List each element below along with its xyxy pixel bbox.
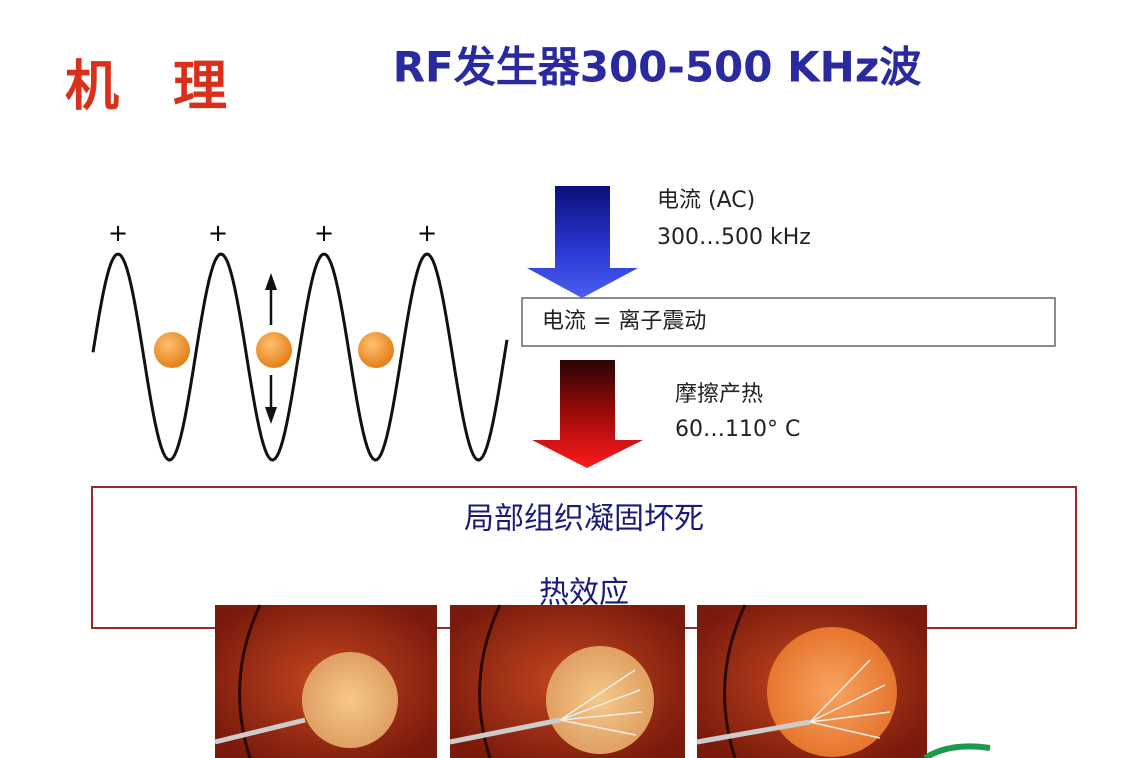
effect-line1: 局部组织凝固坏死 <box>464 502 704 537</box>
plus-sign: + <box>108 219 128 247</box>
logo-mark <box>923 743 991 758</box>
oscillation-arrow <box>265 273 277 424</box>
photo <box>696 604 927 758</box>
wave-line <box>91 252 509 462</box>
ion <box>154 332 190 368</box>
current-frequency: 300…500 kHz <box>657 225 811 250</box>
plus-sign: + <box>417 219 437 247</box>
effect-line2: 热效应 <box>539 576 629 611</box>
heat-arrow <box>532 360 643 468</box>
heat-label: 摩擦产热 <box>675 382 763 407</box>
slide-subtitle: RF发生器300-500 KHz波 <box>393 43 922 92</box>
ion-text: 电流 = 离子震动 <box>542 309 706 334</box>
plus-sign: + <box>314 219 334 247</box>
heat-temperature: 60…110° C <box>675 417 800 442</box>
plus-sign: + <box>208 219 228 247</box>
slide-title: 机 理 <box>65 55 227 118</box>
current-label: 电流 (AC) <box>657 188 755 213</box>
current-arrow <box>527 186 638 298</box>
ion <box>358 332 394 368</box>
photo <box>449 604 685 758</box>
ion <box>256 332 292 368</box>
photo <box>214 604 437 758</box>
ion-box <box>521 297 1056 347</box>
sine-wave <box>91 252 509 462</box>
